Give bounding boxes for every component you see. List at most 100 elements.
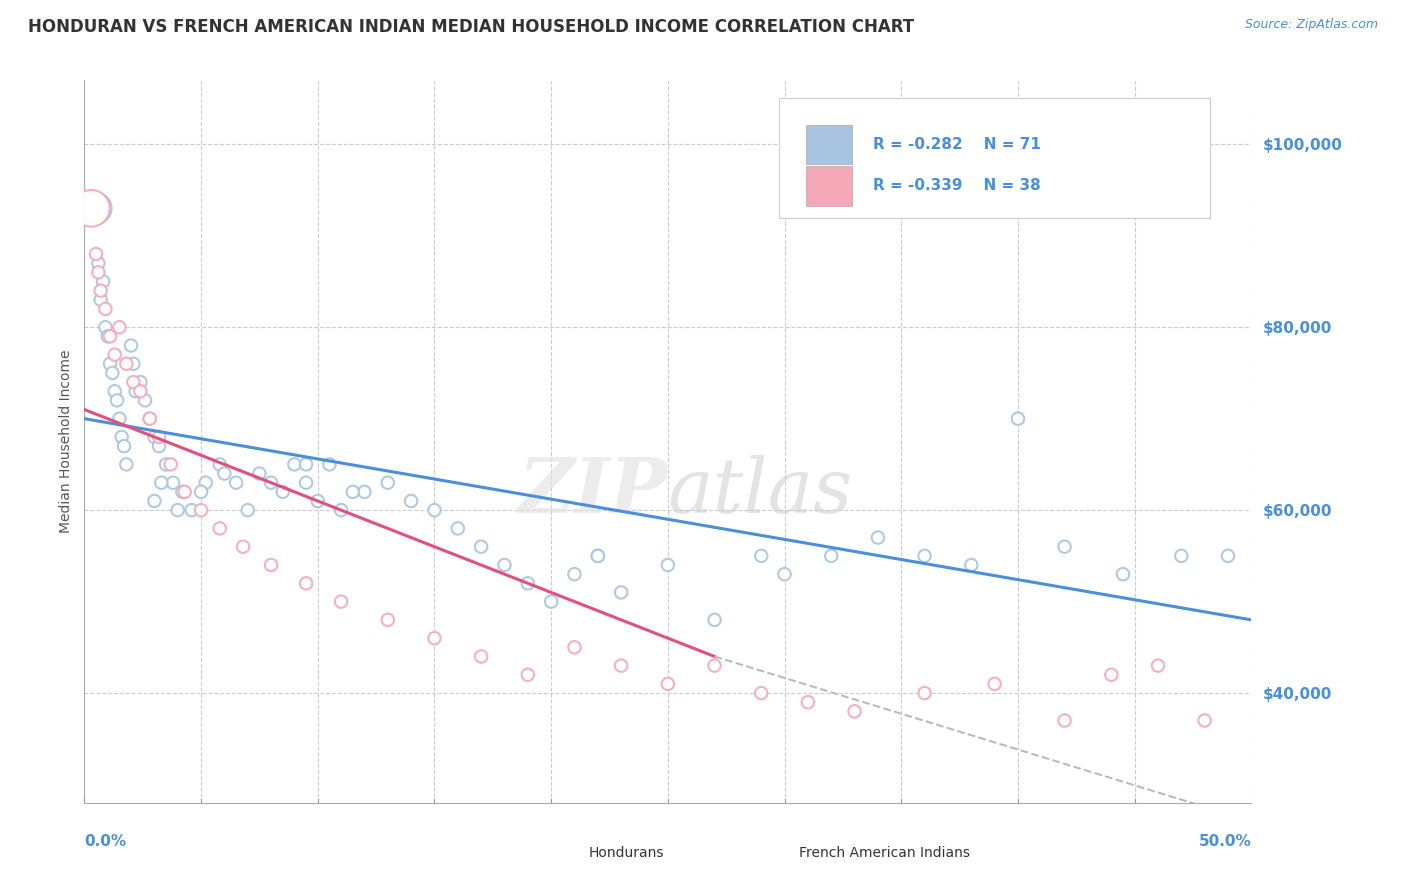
Text: HONDURAN VS FRENCH AMERICAN INDIAN MEDIAN HOUSEHOLD INCOME CORRELATION CHART: HONDURAN VS FRENCH AMERICAN INDIAN MEDIA…: [28, 18, 914, 36]
Point: [1170, 549, 1192, 563]
Point: [232, 540, 254, 554]
Point: [914, 549, 936, 563]
Point: [271, 484, 294, 499]
Point: [150, 475, 173, 490]
Text: 50.0%: 50.0%: [1198, 834, 1251, 849]
Point: [180, 503, 202, 517]
Point: [586, 549, 609, 563]
Point: [494, 558, 516, 572]
Point: [797, 695, 820, 709]
Text: ZIP: ZIP: [519, 455, 668, 529]
FancyBboxPatch shape: [527, 838, 575, 868]
Point: [260, 475, 283, 490]
Point: [399, 494, 422, 508]
Point: [190, 503, 212, 517]
Point: [108, 320, 131, 334]
Point: [330, 503, 353, 517]
Text: Source: ZipAtlas.com: Source: ZipAtlas.com: [1244, 18, 1378, 31]
FancyBboxPatch shape: [806, 125, 852, 164]
Point: [657, 558, 679, 572]
Point: [90, 284, 112, 298]
Point: [138, 411, 160, 425]
Point: [155, 458, 177, 472]
Point: [342, 484, 364, 499]
Point: [84, 247, 107, 261]
Point: [610, 658, 633, 673]
Point: [1007, 411, 1029, 425]
Point: [97, 329, 120, 343]
Point: [120, 338, 142, 352]
Point: [84, 202, 107, 216]
Point: [115, 357, 138, 371]
Point: [470, 540, 492, 554]
Point: [1147, 658, 1170, 673]
Text: 0.0%: 0.0%: [84, 834, 127, 849]
Text: R = -0.282    N = 71: R = -0.282 N = 71: [873, 137, 1040, 152]
Text: French American Indians: French American Indians: [799, 847, 970, 861]
Point: [173, 484, 195, 499]
Point: [657, 677, 679, 691]
Point: [820, 549, 842, 563]
Point: [703, 613, 725, 627]
Point: [225, 475, 247, 490]
Point: [249, 467, 271, 481]
Point: [914, 686, 936, 700]
Point: [166, 503, 188, 517]
Point: [295, 576, 318, 591]
Text: Hondurans: Hondurans: [589, 847, 664, 861]
Point: [423, 503, 446, 517]
Point: [87, 265, 110, 279]
Point: [960, 558, 983, 572]
Point: [129, 375, 152, 389]
Point: [749, 549, 772, 563]
Point: [1099, 667, 1122, 681]
Point: [122, 357, 145, 371]
Point: [104, 348, 127, 362]
Point: [1216, 549, 1239, 563]
Point: [91, 275, 114, 289]
Point: [610, 585, 633, 599]
Point: [236, 503, 259, 517]
Y-axis label: Median Household Income: Median Household Income: [59, 350, 73, 533]
Point: [101, 366, 124, 380]
FancyBboxPatch shape: [779, 98, 1211, 218]
Point: [295, 458, 318, 472]
Point: [318, 458, 340, 472]
Point: [447, 521, 470, 535]
Point: [703, 658, 725, 673]
Point: [516, 667, 538, 681]
Point: [108, 411, 131, 425]
Point: [105, 393, 128, 408]
Point: [564, 640, 586, 655]
FancyBboxPatch shape: [738, 838, 785, 868]
Point: [208, 521, 231, 535]
Point: [129, 384, 152, 399]
Point: [87, 256, 110, 270]
Point: [564, 567, 586, 582]
Point: [148, 430, 170, 444]
Point: [1194, 714, 1216, 728]
Point: [470, 649, 492, 664]
Point: [283, 458, 305, 472]
Point: [190, 484, 212, 499]
Point: [377, 475, 399, 490]
Point: [377, 613, 399, 627]
Point: [172, 484, 194, 499]
FancyBboxPatch shape: [806, 166, 852, 206]
Point: [214, 467, 236, 481]
Point: [115, 458, 138, 472]
Point: [94, 320, 117, 334]
Point: [295, 475, 318, 490]
Point: [138, 411, 160, 425]
Point: [80, 202, 103, 216]
Point: [423, 631, 446, 645]
Point: [122, 375, 145, 389]
Point: [134, 393, 156, 408]
Text: atlas: atlas: [668, 455, 853, 529]
Point: [844, 704, 866, 718]
Text: R = -0.339    N = 38: R = -0.339 N = 38: [873, 178, 1040, 194]
Point: [112, 439, 135, 453]
Point: [1053, 540, 1076, 554]
Point: [111, 430, 134, 444]
Point: [104, 384, 127, 399]
